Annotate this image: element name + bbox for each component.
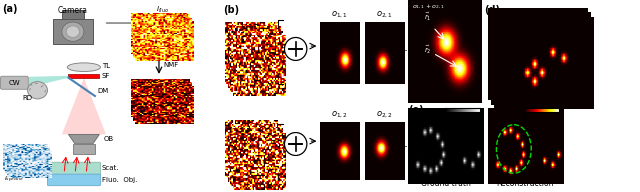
FancyBboxPatch shape: [62, 10, 84, 19]
Text: $O_2$: $O_2$: [492, 21, 502, 31]
Text: $\vdots$: $\vdots$: [238, 172, 248, 187]
Text: NMF: NMF: [163, 62, 179, 68]
FancyBboxPatch shape: [47, 162, 100, 175]
Text: $o_{1,1}+o_{2,1}$: $o_{1,1}+o_{2,1}$: [412, 3, 445, 11]
Text: ...: ...: [401, 137, 413, 150]
Circle shape: [28, 82, 47, 99]
Text: $I_{fluo}$: $I_{fluo}$: [156, 5, 169, 15]
Text: $I_{speckle}$: $I_{speckle}$: [4, 175, 25, 185]
Text: Scat.: Scat.: [102, 165, 119, 171]
Text: SF: SF: [102, 73, 110, 79]
Bar: [68, 74, 99, 78]
Circle shape: [62, 22, 84, 41]
Circle shape: [285, 132, 307, 156]
FancyBboxPatch shape: [1, 76, 28, 89]
Circle shape: [67, 26, 79, 37]
Text: Fingerprint: Fingerprint: [154, 118, 193, 124]
FancyBboxPatch shape: [53, 19, 93, 44]
Text: DM: DM: [97, 88, 108, 94]
Text: $\vec{r}_1$: $\vec{r}_1$: [424, 10, 431, 23]
Text: $o_{2,2}$: $o_{2,2}$: [376, 110, 393, 120]
Text: Reconstruction: Reconstruction: [497, 179, 554, 188]
Text: CW: CW: [8, 79, 20, 86]
Text: $o_{1,2}$: $o_{1,2}$: [332, 110, 348, 120]
Text: Ground truth: Ground truth: [421, 179, 471, 188]
FancyBboxPatch shape: [47, 174, 100, 186]
Text: ...: ...: [401, 41, 413, 54]
Bar: [73, 144, 95, 154]
Text: $o_{2,1}$: $o_{2,1}$: [376, 10, 393, 20]
Text: (b): (b): [223, 5, 239, 15]
Text: $\vec{r}_2$: $\vec{r}_2$: [424, 44, 431, 56]
Circle shape: [285, 37, 307, 60]
Polygon shape: [62, 78, 106, 134]
Ellipse shape: [67, 63, 100, 71]
Text: (c): (c): [410, 5, 424, 15]
Text: $o_{1,1}$: $o_{1,1}$: [332, 10, 348, 20]
Text: (a): (a): [2, 4, 18, 14]
Polygon shape: [29, 76, 68, 87]
Text: TL: TL: [102, 63, 109, 69]
Text: (e): (e): [408, 105, 424, 115]
Text: OB: OB: [104, 136, 114, 142]
Text: Camera: Camera: [58, 6, 88, 15]
Text: Fluo.  Obj.: Fluo. Obj.: [102, 177, 137, 183]
Text: RD: RD: [22, 95, 32, 101]
Polygon shape: [68, 134, 99, 144]
Text: (d): (d): [484, 5, 500, 15]
